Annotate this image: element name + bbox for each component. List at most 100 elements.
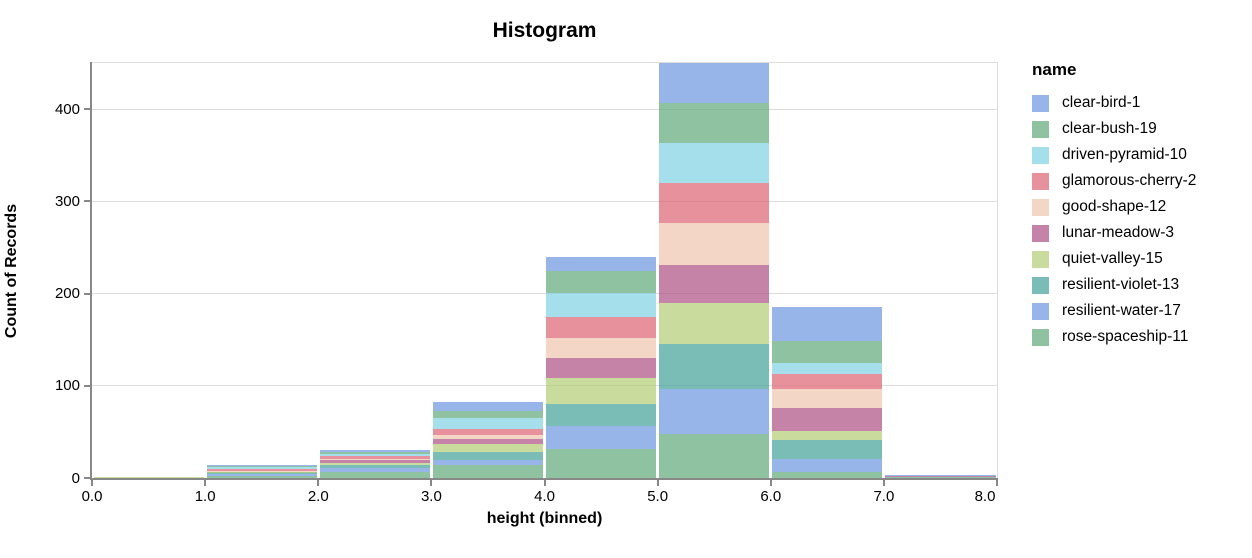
legend-swatch bbox=[1032, 302, 1049, 320]
y-tick-label: 400 bbox=[54, 100, 80, 118]
legend-swatch bbox=[1032, 276, 1049, 294]
x-tick-label: 6.0 bbox=[760, 488, 782, 505]
bar-segment-driven-pyramid-10-bin2 bbox=[319, 454, 430, 456]
bar-segment-resilient-violet-13-bin4 bbox=[546, 404, 657, 427]
legend-swatch bbox=[1032, 94, 1049, 112]
bar-segment-clear-bush-19-bin1 bbox=[206, 466, 317, 467]
bar-segment-driven-pyramid-10-bin4 bbox=[546, 292, 657, 317]
bar-segment-quiet-valley-15-bin0 bbox=[93, 477, 204, 478]
bar-segment-glamorous-cherry-2-bin3 bbox=[432, 429, 543, 435]
bar-segment-clear-bird-1-bin1 bbox=[206, 465, 317, 466]
x-tick bbox=[317, 480, 320, 486]
legend-label: clear-bird-1 bbox=[1062, 94, 1141, 111]
legend-title: name bbox=[1032, 60, 1077, 79]
bar-segment-lunar-meadow-3-bin4 bbox=[546, 358, 657, 379]
bar-segment-rose-spaceship-11-bin3 bbox=[432, 465, 543, 478]
legend-swatch bbox=[1032, 172, 1049, 190]
bar-segment-clear-bush-19-bin4 bbox=[546, 271, 657, 293]
legend-item-clear-bird-1: clear-bird-1 bbox=[1032, 90, 1196, 116]
bar-segment-good-shape-12-bin3 bbox=[432, 434, 543, 440]
bar-segment-clear-bird-1-bin6 bbox=[772, 307, 883, 341]
legend-label: glamorous-cherry-2 bbox=[1062, 172, 1197, 189]
x-tick bbox=[882, 480, 885, 486]
bar-segment-glamorous-cherry-2-bin5 bbox=[659, 182, 770, 223]
bar-segment-quiet-valley-15-bin5 bbox=[659, 302, 770, 345]
bar-segment-resilient-water-17-bin4 bbox=[546, 426, 657, 450]
legend-label: rose-spaceship-11 bbox=[1062, 328, 1189, 345]
bar-segment-clear-bush-19-bin3 bbox=[432, 410, 543, 419]
bar-segment-quiet-valley-15-bin1 bbox=[206, 471, 317, 473]
bar-segment-rose-spaceship-11-bin5 bbox=[659, 433, 770, 478]
bar-segment-resilient-violet-13-bin1 bbox=[206, 472, 317, 475]
legend-label: resilient-water-17 bbox=[1062, 302, 1181, 319]
bar-segment-lunar-meadow-3-bin5 bbox=[659, 264, 770, 303]
x-tick bbox=[204, 480, 207, 486]
bar-segment-quiet-valley-15-bin3 bbox=[432, 443, 543, 453]
bar-segment-good-shape-12-bin1 bbox=[206, 470, 317, 472]
legend-label: good-shape-12 bbox=[1062, 198, 1167, 215]
bar-segment-driven-pyramid-10-bin5 bbox=[659, 143, 770, 183]
bar-segment-clear-bird-1-bin7 bbox=[885, 475, 996, 477]
bar-segment-resilient-water-17-bin6 bbox=[772, 458, 883, 473]
y-tick bbox=[84, 477, 90, 479]
bar-segment-clear-bird-1-bin4 bbox=[546, 256, 657, 272]
legend-swatch bbox=[1032, 250, 1049, 268]
x-tick-label: 2.0 bbox=[307, 488, 329, 505]
y-tick-label: 200 bbox=[54, 285, 80, 303]
bar-segment-good-shape-12-bin6 bbox=[772, 389, 883, 408]
gridline-y-400 bbox=[92, 108, 997, 110]
y-axis-title: Count of Records bbox=[3, 203, 20, 339]
bar-segment-rose-spaceship-11-bin6 bbox=[772, 472, 883, 478]
x-tick-label: 4.0 bbox=[534, 488, 555, 505]
bar-segment-quiet-valley-15-bin2 bbox=[319, 463, 430, 466]
gridline-y-100 bbox=[92, 385, 997, 387]
y-tick-label: 0 bbox=[71, 469, 80, 487]
x-tick bbox=[430, 480, 433, 486]
legend-item-resilient-violet-13: resilient-violet-13 bbox=[1032, 272, 1196, 298]
legend-label: clear-bush-19 bbox=[1062, 120, 1157, 137]
x-tick bbox=[769, 480, 772, 486]
bar-segment-driven-pyramid-10-bin6 bbox=[772, 362, 883, 374]
x-tick-label: 3.0 bbox=[420, 488, 442, 505]
bar-segment-rose-spaceship-11-bin2 bbox=[319, 472, 430, 478]
x-tick-label: 1.0 bbox=[194, 488, 216, 505]
y-tick bbox=[84, 200, 90, 203]
legend-swatch bbox=[1032, 224, 1049, 242]
x-tick-label: 5.0 bbox=[647, 488, 669, 505]
bar-segment-clear-bush-19-bin2 bbox=[319, 452, 430, 455]
bar-segment-lunar-meadow-3-bin3 bbox=[432, 439, 543, 444]
legend-label: resilient-violet-13 bbox=[1062, 276, 1180, 293]
y-tick bbox=[84, 108, 90, 111]
legend-label: driven-pyramid-10 bbox=[1062, 146, 1187, 163]
legend-item-rose-spaceship-11: rose-spaceship-11 bbox=[1032, 324, 1196, 350]
bar-segment-driven-pyramid-10-bin1 bbox=[206, 466, 317, 469]
x-tick-label: 8.0 bbox=[974, 488, 996, 505]
legend-swatch bbox=[1032, 198, 1049, 216]
bar-segment-glamorous-cherry-2-bin4 bbox=[546, 316, 657, 338]
bar-segment-good-shape-12-bin2 bbox=[319, 458, 430, 461]
bar-segment-clear-bird-1-bin2 bbox=[319, 450, 430, 453]
bar-segment-lunar-meadow-3-bin6 bbox=[772, 407, 883, 431]
y-tick bbox=[84, 384, 90, 387]
bar-segment-clear-bird-1-bin3 bbox=[432, 402, 543, 411]
legend-swatch bbox=[1032, 120, 1049, 138]
legend-item-glamorous-cherry-2: glamorous-cherry-2 bbox=[1032, 168, 1196, 194]
bar-segment-rose-spaceship-11-bin4 bbox=[546, 449, 657, 478]
bar-segment-resilient-violet-13-bin3 bbox=[432, 452, 543, 460]
bar-segment-good-shape-12-bin5 bbox=[659, 222, 770, 265]
x-tick bbox=[996, 480, 998, 486]
bar-segment-resilient-violet-13-bin5 bbox=[659, 344, 770, 389]
y-tick-label: 300 bbox=[54, 192, 80, 210]
chart-title: Histogram bbox=[492, 19, 597, 42]
gridline-y-300 bbox=[92, 200, 997, 202]
legend-label: quiet-valley-15 bbox=[1062, 250, 1163, 267]
bar-segment-quiet-valley-15-bin4 bbox=[546, 378, 657, 405]
x-tick bbox=[656, 480, 659, 486]
y-axis-line bbox=[90, 62, 92, 480]
x-axis-line bbox=[90, 478, 998, 480]
bar-segment-glamorous-cherry-2-bin6 bbox=[772, 373, 883, 390]
legend-items: clear-bird-1 clear-bush-19 driven-pyramid-… bbox=[1032, 90, 1196, 350]
bar-segment-resilient-water-17-bin3 bbox=[432, 459, 543, 466]
x-axis-title: height (binned) bbox=[486, 510, 603, 527]
bar-segment-quiet-valley-15-bin6 bbox=[772, 430, 883, 441]
